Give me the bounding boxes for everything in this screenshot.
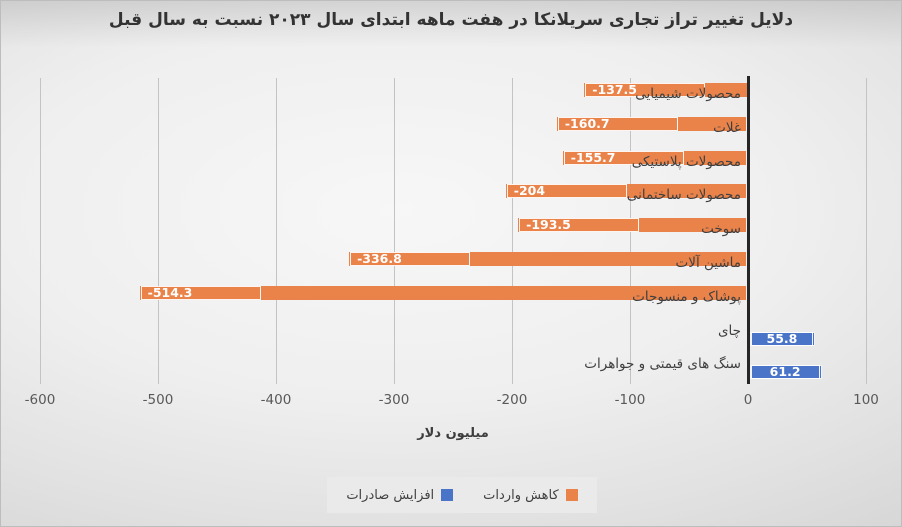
bar-imports <box>139 285 747 300</box>
x-axis-tick-label: -600 <box>24 392 56 408</box>
category-label: سنگ های قیمتی و جواهرات <box>584 356 741 373</box>
bar-value-label: -137.5 <box>585 83 706 97</box>
category-label: محصولات پلاستیکی <box>631 153 741 170</box>
imports-swatch-icon <box>565 489 578 501</box>
legend-entry-imports: کاهش واردات <box>483 488 578 503</box>
gridline <box>157 78 159 384</box>
bar-imports <box>556 116 747 131</box>
legend: کاهش واردات افزایش صادرات <box>327 477 597 513</box>
chart-title: دلایل تغییر تراز تجاری سریلانکا در هفت م… <box>108 10 794 30</box>
gridline <box>393 78 395 384</box>
value-axis-line <box>746 76 750 384</box>
x-axis-tick-label: -300 <box>378 392 410 408</box>
category-label: محصولات شیمیایی <box>635 86 741 102</box>
legend-label-exports: افزایش صادرات <box>346 487 435 503</box>
category-label: سوخت <box>701 221 741 238</box>
x-axis-tick-label: 0 <box>743 392 753 408</box>
bar-value-label: -336.8 <box>350 252 471 266</box>
bar-imports <box>518 218 747 233</box>
bar-imports <box>349 252 747 266</box>
legend-entry-exports: افزایش صادرات <box>346 487 454 503</box>
bar-value-label: -193.5 <box>519 218 640 233</box>
bar-value-label: -204 <box>506 184 627 199</box>
category-label: غلات <box>713 119 741 136</box>
bar-value-label: -514.3 <box>140 285 261 300</box>
category-label: محصولات ساختمانی <box>626 187 741 204</box>
bar-value-label: -160.7 <box>557 116 678 131</box>
category-label: چای <box>717 322 741 339</box>
bar-value-label: 55.8 <box>750 331 814 346</box>
gridline <box>865 78 867 384</box>
x-axis-tick-label: -500 <box>142 392 174 408</box>
gridline <box>39 78 41 384</box>
gridline <box>511 78 513 384</box>
x-axis-tick-label: 100 <box>853 392 879 408</box>
legend-label-imports: کاهش واردات <box>483 487 559 503</box>
bar-imports <box>562 150 747 165</box>
category-label: پوشاک و منسوجات <box>632 288 741 305</box>
bar-value-label: 61.2 <box>750 365 820 380</box>
x-axis-tick-label: -200 <box>496 392 528 408</box>
gridline <box>275 78 277 384</box>
x-axis-tick-label: -100 <box>614 392 646 408</box>
x-axis-title: میلیون دلار <box>417 426 489 441</box>
bar-value-label: -155.7 <box>563 150 684 165</box>
bar-imports <box>584 83 747 97</box>
exports-swatch-icon <box>441 489 454 501</box>
x-axis-tick-label: -400 <box>260 392 292 408</box>
category-label: ماشین آلات <box>675 255 741 271</box>
